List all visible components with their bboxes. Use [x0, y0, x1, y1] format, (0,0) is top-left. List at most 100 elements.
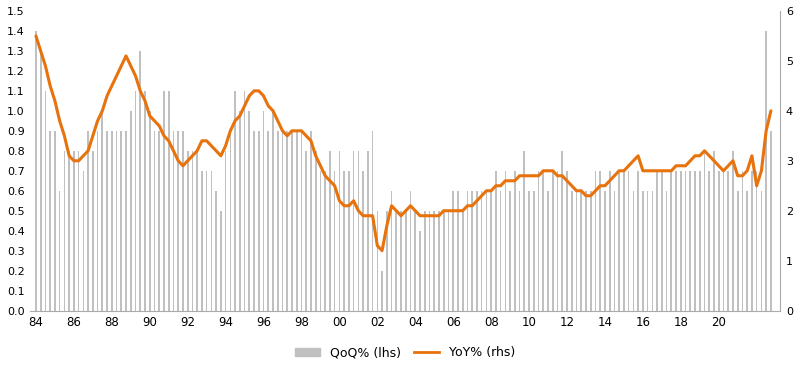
Bar [239, 111, 241, 311]
Legend: QoQ% (lhs), YoY% (rhs): QoQ% (lhs), YoY% (rhs) [290, 342, 520, 364]
Bar [419, 231, 421, 311]
Bar [547, 191, 549, 311]
Bar [78, 151, 79, 311]
Bar [661, 171, 662, 311]
Bar [666, 191, 667, 311]
Bar [296, 131, 298, 311]
Bar [457, 191, 458, 311]
Bar [116, 131, 118, 311]
Bar [651, 191, 653, 311]
Bar [476, 191, 478, 311]
Bar [642, 191, 644, 311]
Bar [277, 131, 278, 311]
Bar [320, 171, 322, 311]
Bar [751, 171, 753, 311]
Bar [178, 131, 179, 311]
Bar [604, 191, 606, 311]
Bar [410, 191, 411, 311]
Bar [656, 171, 658, 311]
Bar [699, 171, 701, 311]
Bar [382, 271, 383, 311]
Bar [358, 151, 359, 311]
Bar [215, 191, 217, 311]
Bar [40, 51, 42, 311]
Bar [756, 171, 758, 311]
Bar [262, 111, 264, 311]
Bar [443, 211, 445, 311]
Bar [523, 151, 525, 311]
Bar [452, 191, 454, 311]
Bar [68, 151, 70, 311]
Bar [609, 171, 610, 311]
Bar [585, 191, 586, 311]
Bar [646, 191, 649, 311]
Bar [746, 191, 748, 311]
Bar [144, 91, 146, 311]
Bar [168, 91, 170, 311]
Bar [722, 171, 724, 311]
Bar [770, 131, 772, 311]
Bar [414, 211, 416, 311]
Bar [92, 151, 94, 311]
Bar [220, 211, 222, 311]
Bar [638, 171, 639, 311]
Bar [45, 91, 46, 311]
Bar [690, 171, 691, 311]
Bar [675, 171, 677, 311]
Bar [158, 131, 160, 311]
Bar [434, 211, 435, 311]
Bar [761, 191, 762, 311]
Bar [54, 131, 56, 311]
Bar [471, 191, 473, 311]
Bar [590, 191, 591, 311]
Bar [244, 91, 246, 311]
Bar [438, 211, 440, 311]
Bar [571, 191, 573, 311]
Bar [618, 171, 620, 311]
Bar [685, 171, 686, 311]
Bar [462, 211, 463, 311]
Bar [732, 151, 734, 311]
Bar [282, 131, 283, 311]
Bar [210, 171, 212, 311]
Bar [87, 131, 89, 311]
Bar [230, 131, 231, 311]
Bar [576, 191, 578, 311]
Bar [628, 171, 630, 311]
Bar [329, 151, 330, 311]
Bar [429, 211, 430, 311]
Bar [528, 191, 530, 311]
Bar [713, 151, 715, 311]
Bar [448, 211, 450, 311]
Bar [59, 191, 61, 311]
Bar [486, 191, 487, 311]
Bar [566, 171, 568, 311]
Bar [35, 31, 37, 311]
Bar [310, 131, 312, 311]
Bar [111, 131, 113, 311]
Bar [291, 131, 293, 311]
Bar [490, 191, 492, 311]
Bar [718, 171, 719, 311]
Bar [163, 91, 165, 311]
Bar [633, 191, 634, 311]
Bar [134, 91, 136, 311]
Bar [249, 111, 250, 311]
Bar [372, 131, 374, 311]
Bar [225, 151, 226, 311]
Bar [542, 171, 544, 311]
Bar [102, 111, 103, 311]
Bar [234, 91, 236, 311]
Bar [614, 191, 615, 311]
Bar [267, 131, 269, 311]
Bar [258, 131, 260, 311]
Bar [533, 191, 534, 311]
Bar [562, 151, 563, 311]
Bar [400, 211, 402, 311]
Bar [466, 191, 468, 311]
Bar [272, 111, 274, 311]
Bar [130, 111, 132, 311]
Bar [106, 131, 108, 311]
Bar [623, 171, 625, 311]
Bar [301, 131, 302, 311]
